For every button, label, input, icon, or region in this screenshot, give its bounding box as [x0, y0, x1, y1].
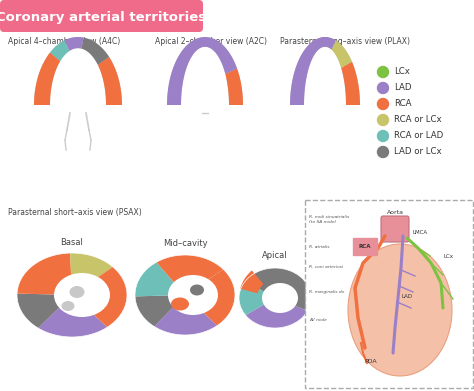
Polygon shape — [239, 281, 275, 315]
Polygon shape — [154, 295, 217, 335]
Text: Apical: Apical — [262, 251, 288, 260]
Polygon shape — [82, 38, 109, 65]
Polygon shape — [167, 37, 237, 105]
Polygon shape — [72, 267, 127, 327]
Text: RCA or LAD: RCA or LAD — [394, 131, 443, 140]
Text: RCA or LCx: RCA or LCx — [394, 115, 442, 124]
Polygon shape — [17, 253, 72, 295]
Text: R. atrialis: R. atrialis — [309, 245, 329, 249]
Polygon shape — [305, 48, 345, 125]
Polygon shape — [135, 262, 185, 296]
Text: Apical 2–chamber view (A2C): Apical 2–chamber view (A2C) — [155, 37, 267, 46]
Text: Apical 4–chamber view (A4C): Apical 4–chamber view (A4C) — [8, 37, 120, 46]
Ellipse shape — [348, 244, 452, 376]
Text: Mid–cavity: Mid–cavity — [163, 239, 207, 248]
Text: R. coni arteriosi: R. coni arteriosi — [309, 265, 343, 269]
Text: Aorta: Aorta — [386, 210, 403, 215]
Polygon shape — [98, 57, 122, 105]
Text: PDA: PDA — [365, 359, 377, 364]
Circle shape — [377, 66, 389, 77]
Circle shape — [377, 131, 389, 142]
Ellipse shape — [262, 283, 298, 313]
Ellipse shape — [54, 273, 110, 317]
Bar — [305, 200, 473, 388]
Polygon shape — [64, 37, 83, 51]
FancyBboxPatch shape — [381, 216, 409, 242]
Polygon shape — [341, 62, 360, 105]
Polygon shape — [34, 53, 60, 105]
Polygon shape — [167, 37, 243, 105]
Polygon shape — [246, 298, 308, 328]
Polygon shape — [225, 68, 243, 105]
Text: LCx: LCx — [394, 68, 410, 77]
Text: Basal: Basal — [61, 238, 83, 247]
Polygon shape — [135, 295, 185, 326]
Ellipse shape — [62, 301, 74, 311]
Circle shape — [377, 99, 389, 109]
Wedge shape — [240, 271, 264, 293]
Text: Parasternal long–axis view (PLAX): Parasternal long–axis view (PLAX) — [280, 37, 410, 46]
Polygon shape — [185, 269, 235, 326]
Polygon shape — [156, 255, 223, 295]
Circle shape — [377, 147, 389, 158]
Polygon shape — [34, 37, 122, 105]
Text: LCx: LCx — [444, 254, 454, 259]
Ellipse shape — [168, 275, 218, 315]
Polygon shape — [38, 295, 107, 337]
Polygon shape — [17, 294, 72, 328]
Text: RCA: RCA — [394, 99, 411, 108]
Text: Parasternal short–axis view (PSAX): Parasternal short–axis view (PSAX) — [8, 208, 142, 217]
Polygon shape — [70, 253, 113, 295]
Polygon shape — [50, 40, 69, 61]
Polygon shape — [51, 49, 105, 125]
Text: LAD: LAD — [402, 294, 413, 299]
Text: AV node: AV node — [309, 318, 327, 322]
Ellipse shape — [70, 286, 84, 298]
Text: R. marginalis dx: R. marginalis dx — [309, 290, 344, 294]
Text: LAD: LAD — [394, 84, 411, 93]
Text: RCA: RCA — [359, 244, 371, 249]
Ellipse shape — [190, 285, 204, 296]
FancyBboxPatch shape — [0, 0, 203, 32]
Polygon shape — [290, 37, 360, 105]
Text: R. nodi sinuatrialis
(to SA node): R. nodi sinuatrialis (to SA node) — [309, 215, 349, 224]
Polygon shape — [290, 37, 336, 105]
Text: LAD or LCx: LAD or LCx — [394, 147, 442, 156]
Ellipse shape — [171, 298, 189, 310]
Text: Coronary arterial territories: Coronary arterial territories — [0, 11, 206, 23]
Polygon shape — [331, 40, 352, 68]
Text: LMCA: LMCA — [413, 230, 428, 235]
Polygon shape — [182, 48, 228, 125]
Polygon shape — [246, 268, 311, 311]
Circle shape — [377, 115, 389, 126]
Circle shape — [377, 83, 389, 93]
